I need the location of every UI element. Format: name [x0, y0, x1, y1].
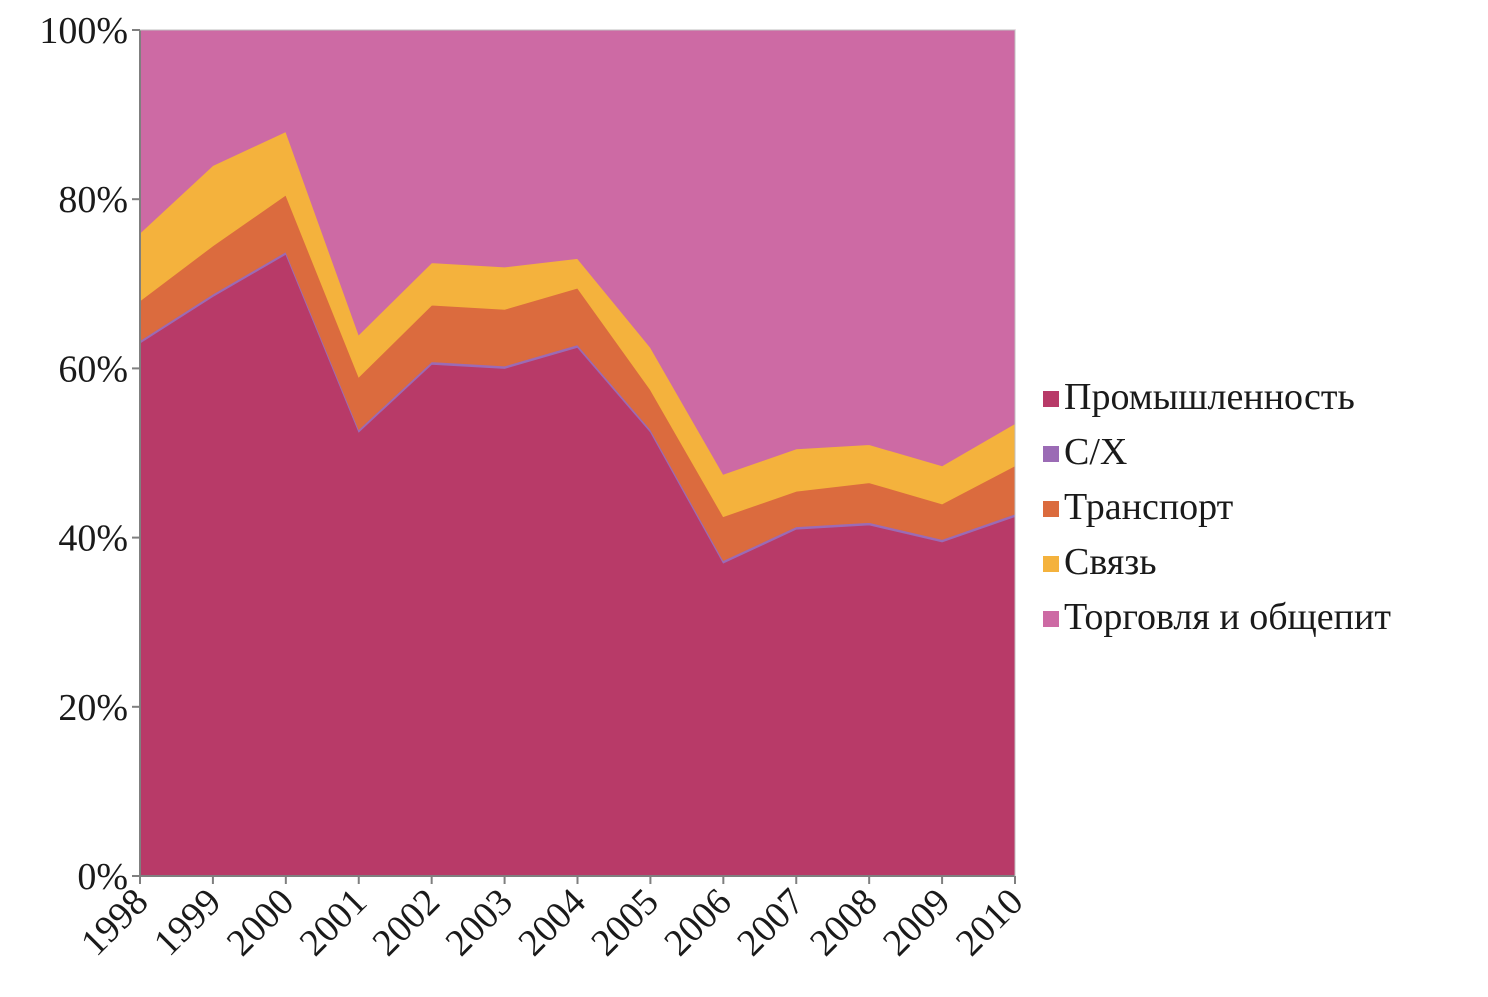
legend-swatch — [1043, 556, 1059, 572]
x-tick-label: 2006 — [656, 881, 739, 964]
area-layer — [139, 29, 1016, 877]
legend-label: Промышленность — [1064, 376, 1355, 418]
legend-swatch — [1043, 446, 1059, 462]
x-tick-label: 2007 — [729, 881, 812, 964]
x-tick-label: 2008 — [802, 881, 885, 964]
x-tick-label: 2005 — [583, 881, 666, 964]
x-tick-label: 2010 — [948, 881, 1031, 964]
legend-label: Торговля и общепит — [1064, 596, 1391, 638]
legend-swatch — [1043, 611, 1059, 627]
y-tick-label: 40% — [58, 518, 128, 560]
x-tick-label: 2001 — [292, 881, 375, 964]
y-tick-label: 100% — [39, 10, 128, 52]
x-tick-label: 2000 — [219, 881, 302, 964]
y-tick-label: 0% — [77, 856, 128, 898]
legend-swatch — [1043, 501, 1059, 517]
y-tick-labels: 0% 20% 40% 60% 80% 100% — [39, 10, 140, 898]
y-tick-label: 80% — [58, 179, 128, 221]
legend-label: С/Х — [1064, 431, 1127, 473]
legend-label: Транспорт — [1064, 486, 1234, 528]
x-tick-label: 2002 — [365, 881, 448, 964]
y-tick-label: 20% — [58, 687, 128, 729]
legend-label: Связь — [1064, 541, 1157, 583]
x-tick-label: 2009 — [875, 881, 958, 964]
x-tick-label: 2004 — [510, 881, 593, 964]
x-tick-label: 2003 — [438, 881, 521, 964]
x-tick-label: 1999 — [146, 881, 229, 964]
legend: Промышленность С/Х Транспорт Связь Торговля … — [1043, 376, 1391, 638]
y-tick-label: 60% — [58, 348, 128, 390]
x-tick-labels: 1998199920002001200220032004200520062007… — [73, 876, 1031, 964]
legend-swatch — [1043, 391, 1059, 407]
